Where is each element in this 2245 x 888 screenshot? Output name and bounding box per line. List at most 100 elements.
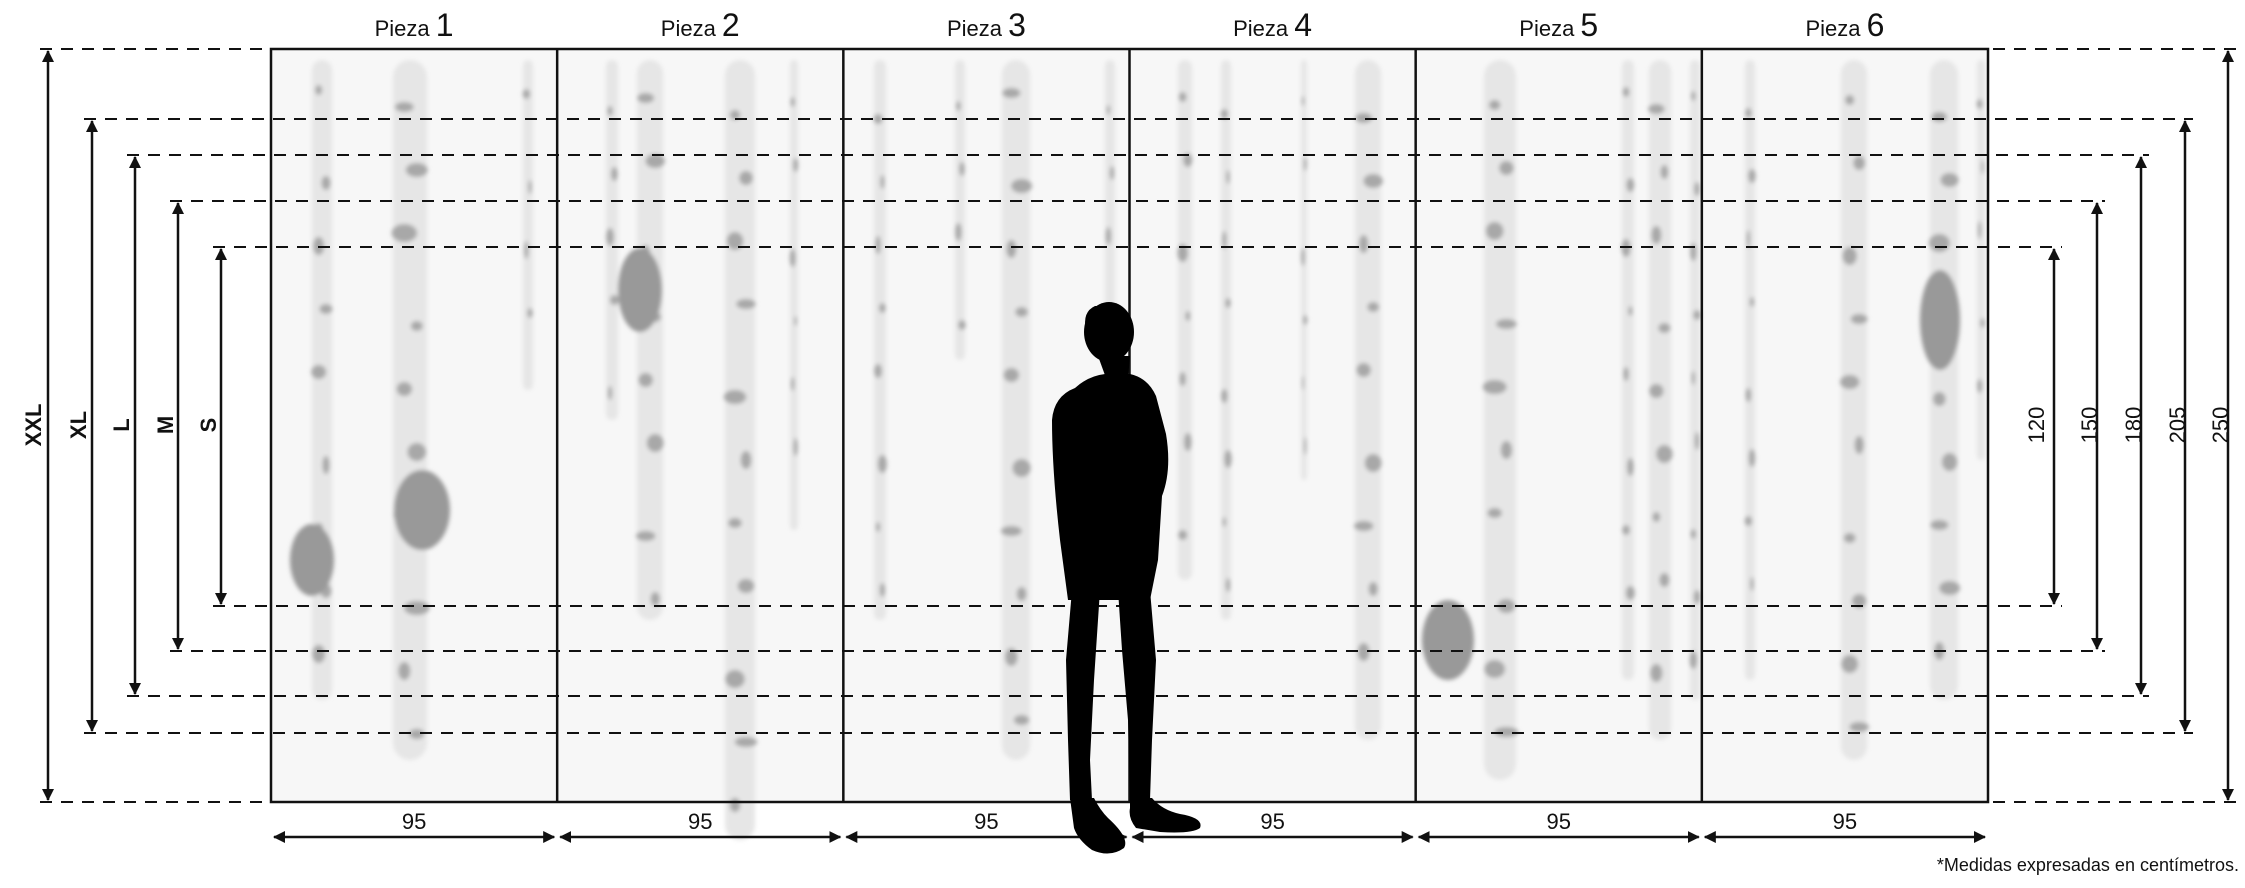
bark-mark	[1368, 582, 1378, 596]
bark-mark	[1658, 323, 1671, 333]
width-label-4: 95	[1260, 809, 1284, 834]
bark-mark	[1500, 441, 1512, 459]
size-label-xl: XL	[66, 411, 91, 439]
bark-mark	[1933, 392, 1946, 406]
panel-title-prefix: Pieza	[1233, 16, 1294, 41]
bark-mark	[737, 579, 755, 593]
panel-title-number: 4	[1294, 7, 1312, 43]
bark-mark	[874, 364, 882, 378]
bark-mark	[1842, 247, 1857, 265]
birch-trunk	[1930, 60, 1958, 700]
mural-frame	[269, 47, 1990, 804]
bark-mark	[1841, 655, 1859, 673]
bark-mark	[726, 232, 744, 250]
width-label-5: 95	[1547, 809, 1571, 834]
bark-mark	[650, 592, 660, 606]
bark-mark	[1940, 173, 1959, 187]
bark-mark	[638, 373, 653, 387]
bark-mark	[1301, 376, 1305, 390]
panel-title-1: Pieza 1	[375, 7, 454, 43]
bark-mark	[1694, 432, 1700, 450]
bark-mark	[1854, 436, 1864, 454]
bark-mark	[1839, 375, 1860, 389]
width-label-6: 95	[1833, 809, 1857, 834]
bark-mark	[1222, 517, 1227, 527]
bark-mark	[1980, 318, 1985, 328]
bark-mark	[1977, 221, 1982, 239]
bark-mark	[1224, 450, 1232, 468]
bark-mark	[1177, 244, 1188, 262]
bark-mark	[740, 451, 752, 469]
height-labels: 250 205 180 150 120	[2024, 407, 2233, 444]
bark-mark	[728, 518, 742, 528]
bark-patch	[1920, 270, 1960, 370]
panel-title-prefix: Pieza	[375, 16, 436, 41]
bark-mark	[1226, 170, 1230, 184]
bark-mark	[1852, 594, 1867, 608]
bark-mark	[645, 154, 665, 168]
bark-mark	[1494, 727, 1519, 737]
panel-title-prefix: Pieza	[661, 16, 722, 41]
bark-mark	[1302, 315, 1308, 325]
bark-mark	[398, 662, 411, 680]
panel-title-number: 3	[1008, 7, 1026, 43]
bark-mark	[1178, 530, 1188, 540]
bark-mark	[528, 180, 532, 194]
bark-mark	[607, 106, 613, 116]
bark-mark	[1363, 174, 1383, 188]
bark-mark	[1301, 248, 1305, 266]
bark-mark	[1222, 231, 1227, 249]
bark-mark	[410, 321, 423, 331]
birch-trunk	[955, 60, 965, 360]
bark-mark	[1660, 165, 1669, 179]
birch-trunk	[1355, 60, 1381, 740]
bark-mark	[1016, 587, 1027, 601]
bark-mark	[1689, 651, 1698, 669]
birch-trunk	[1105, 60, 1115, 360]
bark-mark	[1977, 379, 1983, 393]
bark-mark	[958, 320, 966, 330]
bark-mark	[315, 85, 323, 95]
birch-trunk	[874, 60, 886, 620]
bark-mark	[1853, 156, 1866, 170]
bark-mark	[1013, 715, 1030, 725]
size-label-l: L	[109, 418, 134, 431]
panel-titles: Pieza 1 Pieza 2 Pieza 3 Pieza 4 Pieza 5 Pieza…	[375, 7, 1885, 43]
bark-mark	[1652, 512, 1661, 522]
bark-mark	[1649, 384, 1664, 398]
bark-mark	[1301, 96, 1305, 106]
size-label-xxl: XXL	[21, 404, 46, 447]
bark-mark	[404, 601, 430, 615]
panel-title-5: Pieza 5	[1519, 7, 1598, 43]
bark-mark	[1850, 314, 1868, 324]
bark-mark	[1843, 533, 1856, 543]
bark-mark	[729, 110, 741, 120]
bark-mark	[321, 176, 331, 190]
bark-mark	[875, 522, 881, 532]
size-arrows-left	[42, 50, 227, 801]
width-label-2: 95	[688, 809, 712, 834]
bark-mark	[1303, 157, 1307, 171]
bark-mark	[1005, 648, 1018, 666]
height-label-l: 180	[2121, 407, 2146, 444]
bark-mark	[405, 163, 428, 177]
bark-mark	[955, 223, 962, 241]
size-label-s: S	[196, 418, 221, 433]
bark-mark	[1353, 521, 1374, 531]
bark-mark	[611, 167, 618, 181]
bark-mark	[793, 438, 798, 456]
height-label-m: 150	[2077, 407, 2102, 444]
bark-mark	[1656, 445, 1673, 463]
bark-mark	[1622, 87, 1630, 97]
bark-mark	[1109, 166, 1115, 180]
height-arrows-right	[2048, 50, 2234, 801]
bark-mark	[880, 175, 885, 189]
bark-mark	[1691, 371, 1696, 385]
bark-mark	[637, 93, 655, 103]
bark-mark	[1622, 525, 1630, 535]
standing-person-silhouette-icon	[1052, 302, 1201, 854]
bark-mark	[1659, 573, 1670, 587]
bark-mark	[1015, 307, 1028, 317]
bark-patch	[394, 470, 450, 550]
